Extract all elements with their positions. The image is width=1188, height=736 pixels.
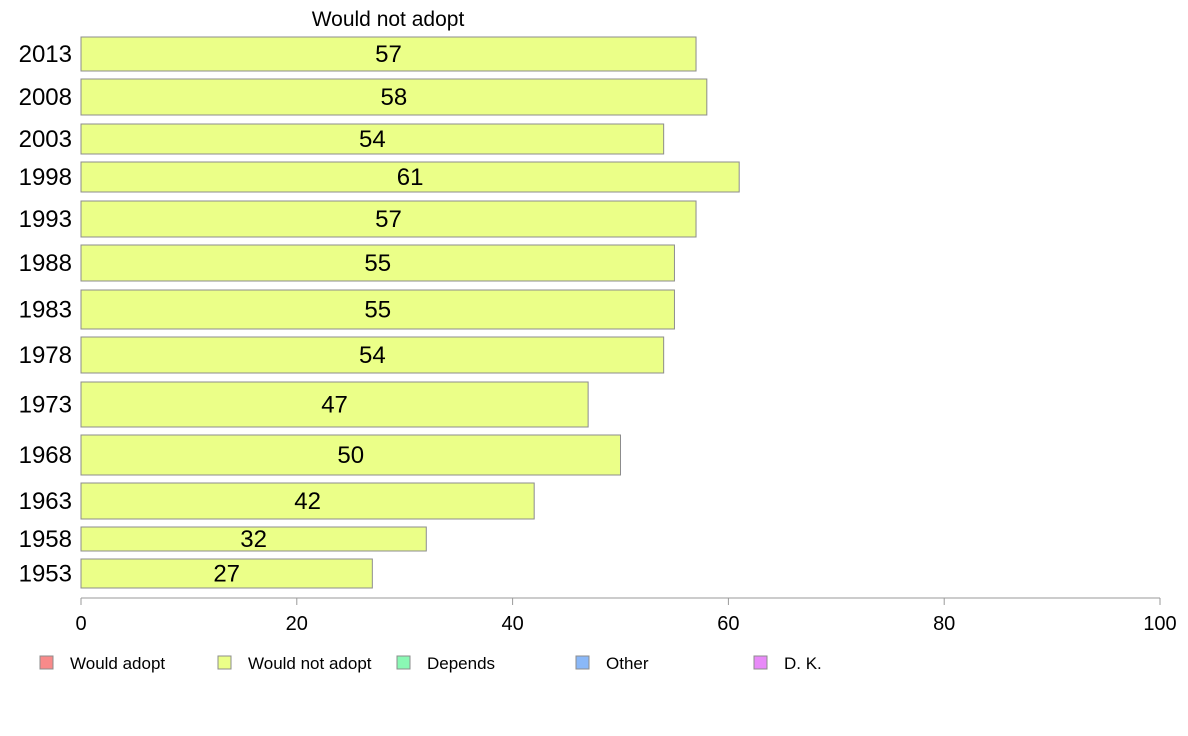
bar-value-2013: 57 <box>375 41 402 68</box>
year-label-1953: 1953 <box>19 561 72 588</box>
bar-1973 <box>80 381 589 428</box>
bar-value-1968: 50 <box>337 442 364 469</box>
year-label-1963: 1963 <box>19 488 72 515</box>
x-tick-label-80: 80 <box>933 613 955 635</box>
legend-swatch-1 <box>217 655 232 670</box>
bar-value-1998: 61 <box>397 164 424 191</box>
bars: 57 2013 58 2008 54 2003 61 1998 57 1993 55 1988 55 19… <box>19 36 740 589</box>
bar-value-1993: 57 <box>375 206 402 233</box>
legend-label-2: Depends <box>427 654 495 673</box>
bar-1963 <box>80 482 535 520</box>
bar-1978 <box>80 336 665 374</box>
year-label-1973: 1973 <box>19 392 72 419</box>
bar-1998 <box>80 161 740 193</box>
year-label-2013: 2013 <box>19 41 72 68</box>
year-label-1998: 1998 <box>19 164 72 191</box>
year-label-2003: 2003 <box>19 126 72 153</box>
x-tick-label-100: 100 <box>1143 613 1176 635</box>
legend-swatch-0 <box>39 655 54 670</box>
bar-1953 <box>80 558 373 589</box>
x-tick-label-20: 20 <box>286 613 308 635</box>
legend: Would adopt Would not adopt Depends Other D.… <box>39 654 822 673</box>
bar-2003 <box>80 123 665 155</box>
year-label-1988: 1988 <box>19 250 72 277</box>
year-label-1983: 1983 <box>19 297 72 324</box>
legend-label-1: Would not adopt <box>248 654 372 673</box>
bar-value-1963: 42 <box>294 488 321 515</box>
bar-value-1953: 27 <box>213 561 240 588</box>
bar-value-2008: 58 <box>381 84 408 111</box>
bar-value-1988: 55 <box>364 250 391 277</box>
bar-1958 <box>80 526 427 552</box>
bar-1968 <box>80 434 621 476</box>
bar-2013 <box>80 36 697 72</box>
legend-swatch-4 <box>753 655 768 670</box>
bar-value-1958: 32 <box>240 526 267 553</box>
bar-value-2003: 54 <box>359 126 386 153</box>
year-label-1968: 1968 <box>19 442 72 469</box>
x-tick-label-60: 60 <box>717 613 739 635</box>
legend-label-3: Other <box>606 654 649 673</box>
x-tick-label-40: 40 <box>501 613 523 635</box>
bar-1988 <box>80 244 675 282</box>
legend-label-4: D. K. <box>784 654 822 673</box>
bar-value-1978: 54 <box>359 342 386 369</box>
chart-title: Would not adopt <box>312 8 465 31</box>
bar-value-1973: 47 <box>321 392 348 419</box>
x-tick-label-0: 0 <box>75 613 86 635</box>
legend-swatch-3 <box>575 655 590 670</box>
x-axis: 0 20 40 60 80 100 <box>75 597 1177 635</box>
year-label-1958: 1958 <box>19 526 72 553</box>
legend-label-0: Would adopt <box>70 654 165 673</box>
bar-1993 <box>80 200 697 238</box>
bar-2008 <box>80 78 708 116</box>
year-label-1978: 1978 <box>19 342 72 369</box>
legend-swatch-2 <box>396 655 411 670</box>
year-label-1993: 1993 <box>19 206 72 233</box>
bar-value-1983: 55 <box>364 297 391 324</box>
year-label-2008: 2008 <box>19 84 72 111</box>
bar-1983 <box>80 289 675 330</box>
